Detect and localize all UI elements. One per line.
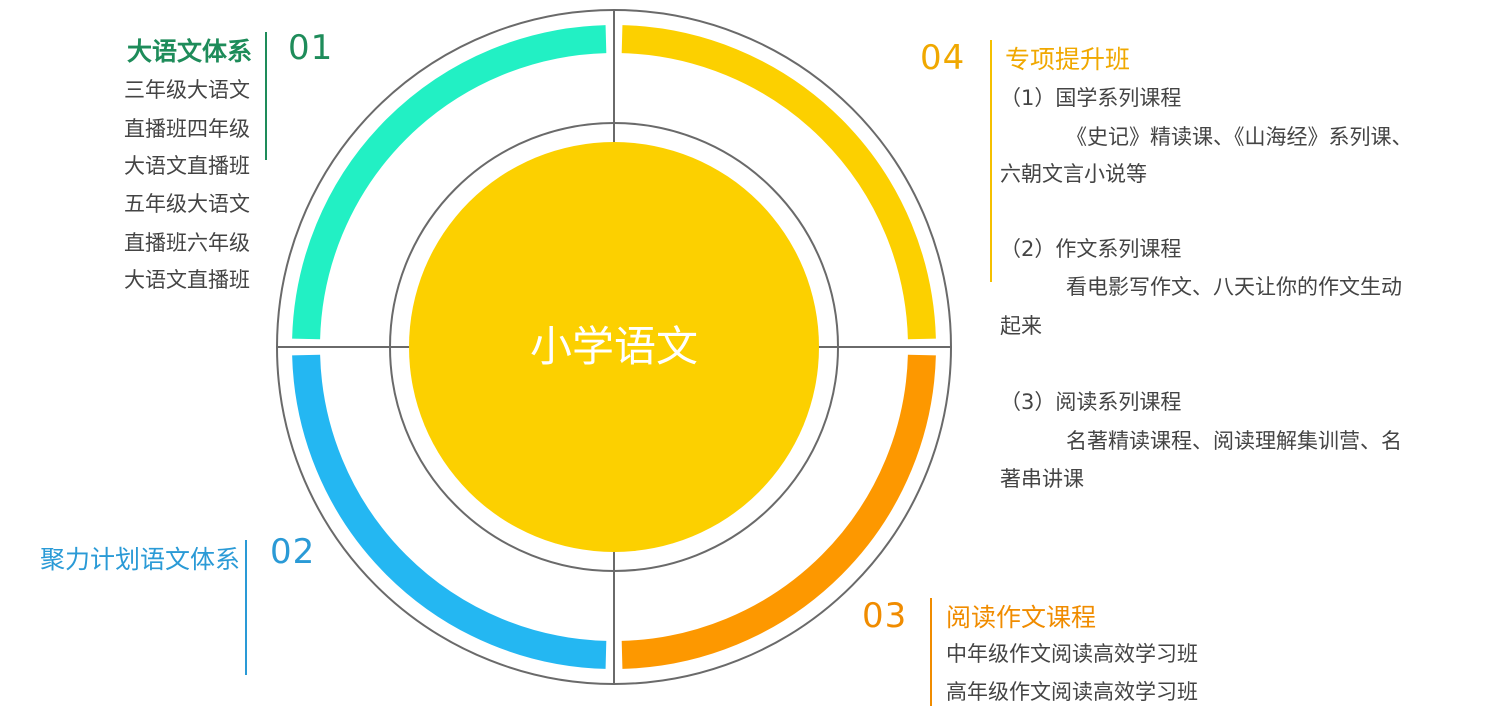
section-04-group-line: 名著精读课程、阅读理解集训营、名 [1066, 429, 1402, 453]
center-disc [409, 142, 819, 552]
section-03-item: 高年级作文阅读高效学习班 [946, 680, 1198, 704]
section-01-bar [265, 32, 267, 160]
section-02-number: 02 [270, 532, 316, 572]
section-01-item: 直播班四年级 [124, 117, 250, 141]
section-04-group-heading: （1）国学系列课程 [1000, 86, 1182, 110]
section-01-item: 大语文直播班 [124, 268, 250, 292]
section-03-bar [930, 598, 932, 706]
inner-ring [389, 122, 839, 572]
section-04-group-line: 看电影写作文、八天让你的作文生动 [1066, 275, 1402, 299]
center-label: 小学语文 [530, 322, 698, 371]
section-01-number: 01 [288, 28, 334, 68]
section-04-group-line: 《史记》精读课、《山海经》系列课、 [1066, 125, 1413, 149]
section-02-title: 聚力计划语文体系 [39, 545, 240, 574]
section-02-bar [245, 540, 247, 675]
section-04-title: 专项提升班 [1005, 45, 1131, 74]
section-01-title: 大语文体系 [126, 37, 252, 66]
arc-quadrant-01 [292, 25, 607, 340]
section-04-group-line: 六朝文言小说等 [1000, 162, 1147, 186]
section-03-title: 阅读作文课程 [946, 603, 1097, 632]
section-04-group-line: 著串讲课 [1000, 467, 1084, 491]
section-04-bar [990, 40, 992, 282]
section-04-group-line: 起来 [1000, 314, 1042, 338]
section-01-item: 三年级大语文 [124, 78, 250, 102]
arc-quadrant-04 [621, 25, 936, 340]
section-01-item: 五年级大语文 [124, 192, 250, 216]
section-03-item: 中年级作文阅读高效学习班 [946, 642, 1198, 666]
arc-quadrant-02 [292, 354, 607, 669]
section-01-item: 大语文直播班 [124, 154, 250, 178]
section-03-number: 03 [862, 596, 908, 636]
section-04-group-heading: （2）作文系列课程 [1000, 237, 1182, 261]
section-04-number: 04 [920, 38, 966, 78]
section-04-group-heading: （3）阅读系列课程 [1000, 390, 1182, 414]
arc-quadrant-03 [621, 354, 936, 669]
section-01-item: 直播班六年级 [124, 231, 250, 255]
